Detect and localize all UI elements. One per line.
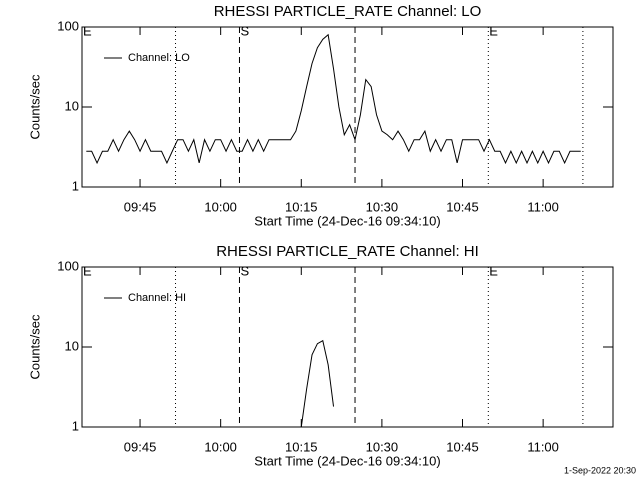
x-axis-label: Start Time (24-Dec-16 09:34:10): [254, 213, 440, 228]
chart-title: RHESSI PARTICLE_RATE Channel: LO: [214, 3, 482, 20]
marker-label: E: [83, 263, 92, 278]
x-tick-label: 10:15: [285, 199, 318, 214]
x-tick-label: 09:45: [124, 199, 157, 214]
x-tick-label: 10:30: [366, 199, 399, 214]
data-line: [300, 339, 335, 427]
y-tick-label: 1: [72, 178, 79, 193]
legend-label: Channel: HI: [128, 292, 186, 304]
x-tick-label: 10:30: [366, 439, 399, 454]
data-line: [86, 33, 581, 165]
x-tick-label: 10:00: [204, 439, 237, 454]
x-tick-label: 11:00: [527, 439, 559, 454]
y-tick-label: 100: [57, 18, 79, 33]
x-tick-label: 11:00: [527, 199, 559, 214]
marker-label: S: [240, 263, 249, 278]
marker-label: E: [489, 23, 498, 38]
y-tick-label: 1: [72, 418, 79, 433]
chart-title: RHESSI PARTICLE_RATE Channel: HI: [216, 243, 479, 260]
x-tick-label: 09:45: [124, 439, 157, 454]
x-tick-label: 10:45: [446, 439, 479, 454]
y-axis-label: Counts/sec: [27, 74, 42, 140]
plot-frame: [81, 26, 614, 188]
y-tick-label: 100: [57, 258, 79, 273]
marker-label: S: [240, 23, 249, 38]
plot-frame: [81, 266, 614, 428]
x-tick-label: 10:15: [285, 439, 318, 454]
y-axis-label: Counts/sec: [27, 314, 42, 380]
marker-label: E: [489, 263, 498, 278]
marker-label: E: [83, 23, 92, 38]
footer: 1-Sep-2022 20:30: [564, 465, 636, 475]
y-tick-label: 10: [65, 338, 79, 353]
x-tick-label: 10:00: [204, 199, 237, 214]
legend-label: Channel: LO: [128, 52, 190, 64]
x-axis-label: Start Time (24-Dec-16 09:34:10): [254, 453, 440, 468]
x-tick-label: 10:45: [446, 199, 479, 214]
y-tick-label: 10: [65, 98, 79, 113]
